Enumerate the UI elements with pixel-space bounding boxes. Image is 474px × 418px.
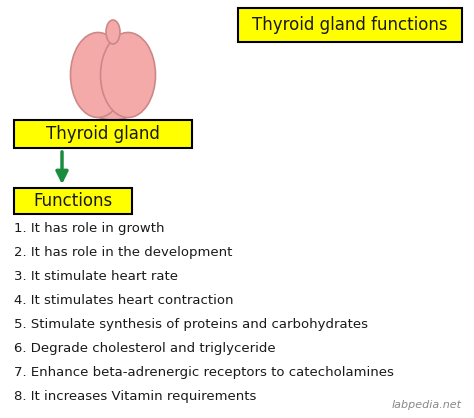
FancyBboxPatch shape [14,120,192,148]
Ellipse shape [106,20,120,44]
Ellipse shape [94,104,132,120]
Text: Thyroid gland: Thyroid gland [46,125,160,143]
FancyBboxPatch shape [14,188,132,214]
Text: 1. It has role in growth: 1. It has role in growth [14,222,164,235]
Text: 2. It has role in the development: 2. It has role in the development [14,246,232,259]
Text: 4. It stimulates heart contraction: 4. It stimulates heart contraction [14,294,234,307]
Text: 6. Degrade cholesterol and triglyceride: 6. Degrade cholesterol and triglyceride [14,342,275,355]
Text: Thyroid gland functions: Thyroid gland functions [252,16,448,34]
Text: Functions: Functions [33,192,113,210]
Text: 3. It stimulate heart rate: 3. It stimulate heart rate [14,270,178,283]
Ellipse shape [100,33,155,117]
Text: 7. Enhance beta-adrenergic receptors to catecholamines: 7. Enhance beta-adrenergic receptors to … [14,366,394,379]
FancyBboxPatch shape [238,8,462,42]
Text: labpedia.net: labpedia.net [392,400,462,410]
Text: 5. Stimulate synthesis of proteins and carbohydrates: 5. Stimulate synthesis of proteins and c… [14,318,368,331]
Ellipse shape [71,33,126,117]
Text: 8. It increases Vitamin requirements: 8. It increases Vitamin requirements [14,390,256,403]
